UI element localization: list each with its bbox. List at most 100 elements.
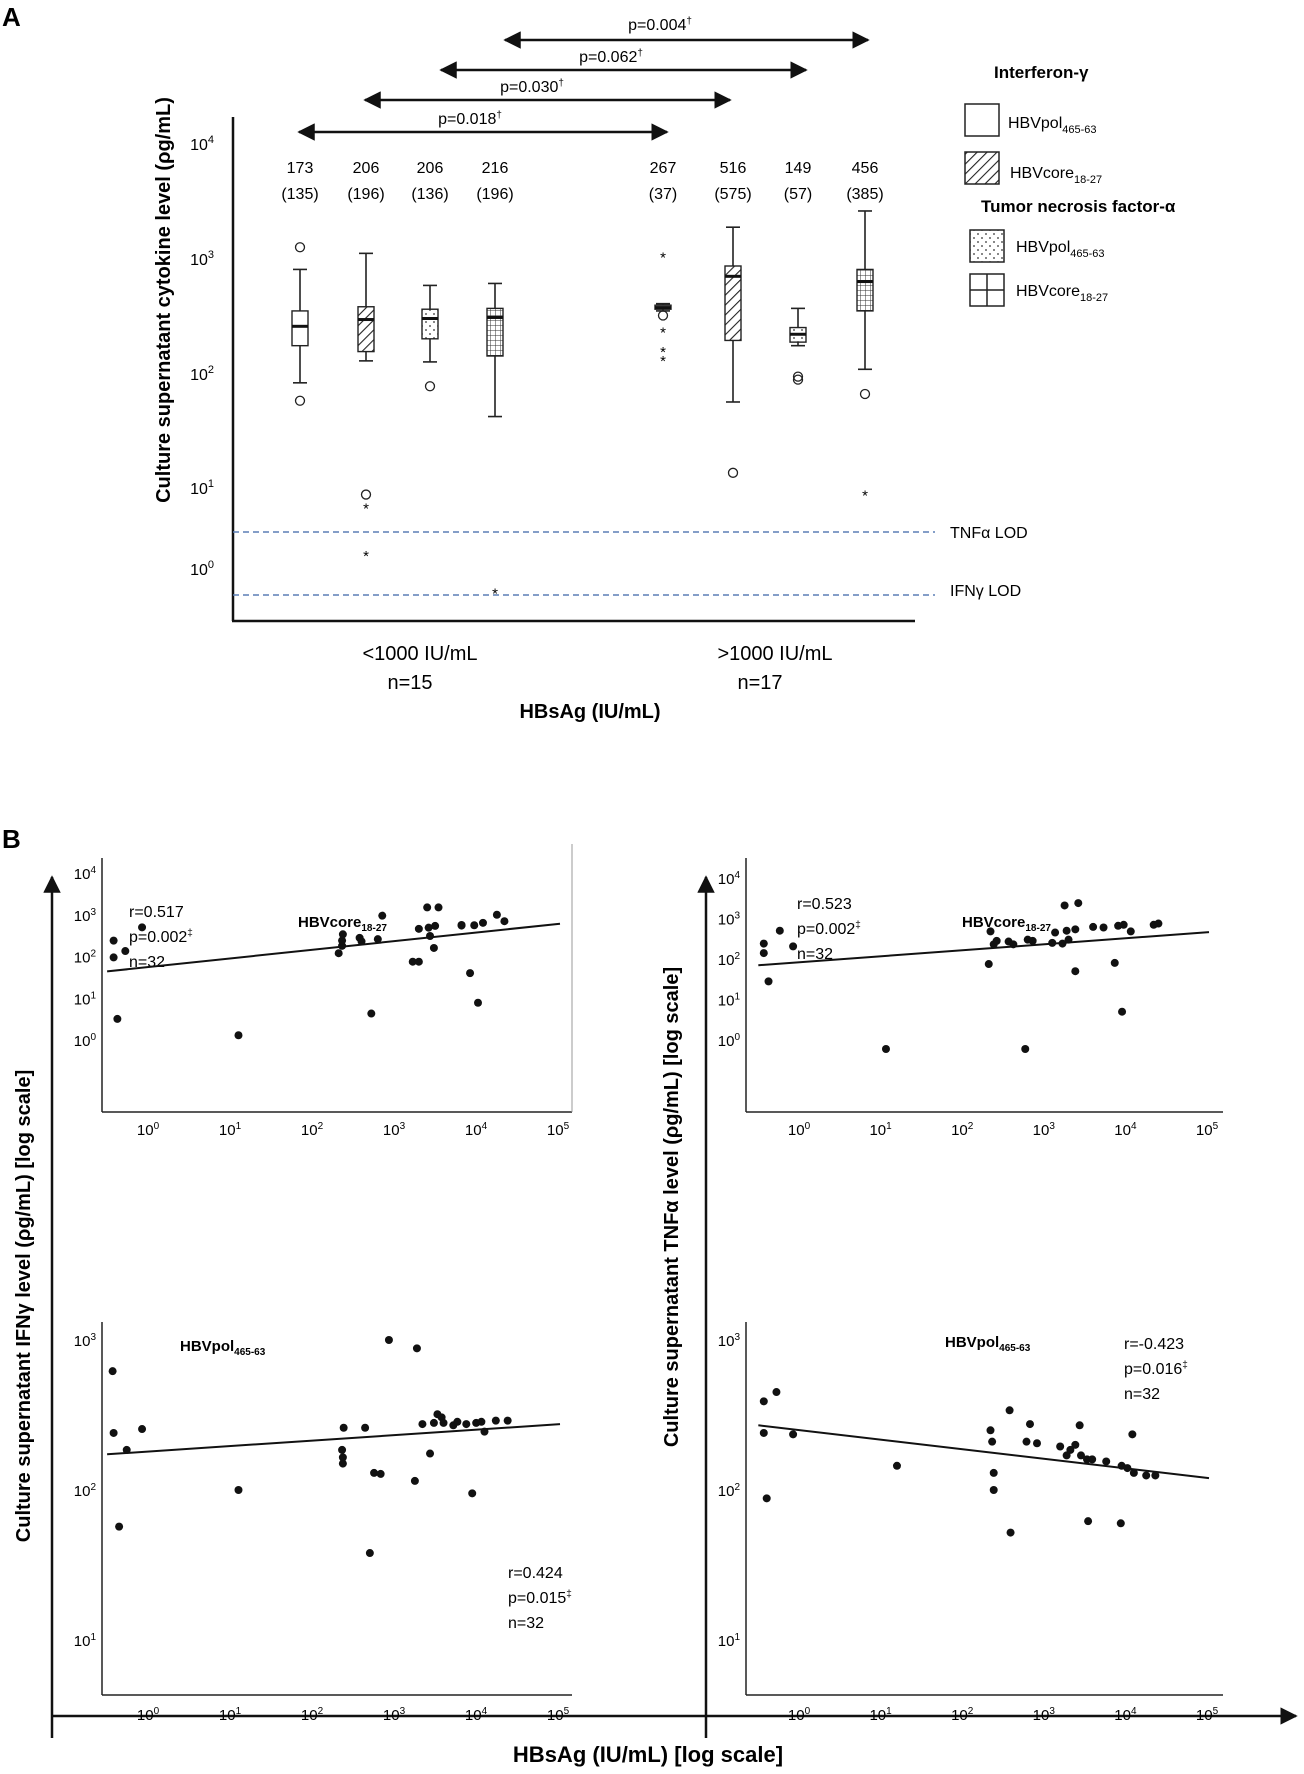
scatter-2-xtick-5: 105 — [547, 1706, 570, 1724]
scatter-0-point-5 — [234, 1031, 243, 1040]
sp3-title: HBVpol465-63 — [945, 1334, 1031, 1354]
scatter-2-point-7 — [338, 1453, 347, 1462]
sp0-stat-r: r=0.517 — [129, 904, 184, 921]
scatter-3-point-8 — [989, 1468, 998, 1477]
scatter-2-point-26 — [468, 1489, 477, 1498]
scatter-1-point-15 — [1048, 938, 1057, 947]
scatter-0-point-25 — [457, 921, 466, 930]
scatter-0-point-17 — [414, 957, 423, 966]
scatter-2-point-10 — [361, 1423, 370, 1432]
scatter-1-point-21 — [1071, 967, 1080, 976]
scatter-2-point-11 — [365, 1549, 374, 1558]
scatter-2-ytick-2: 102 — [74, 1482, 97, 1500]
scatter-1-trendline — [758, 931, 1210, 967]
scatter-1-point-14 — [1028, 936, 1037, 945]
scatter-0-xtick-4: 104 — [465, 1121, 488, 1139]
scatter-2-point-16 — [412, 1344, 421, 1353]
box-1-outlier-0 — [360, 489, 372, 500]
scatter-3-xtick-3: 103 — [1033, 1706, 1056, 1724]
group-n-high: n=17 — [737, 672, 782, 694]
legend-swatch-plain — [964, 103, 1000, 137]
box-6-label-top: 149 — [785, 160, 812, 177]
scatter-3: 101 102 103 100 101 102 103 104 105 — [718, 1322, 1223, 1724]
scatter-3-xtick-5: 105 — [1196, 1706, 1219, 1724]
scatter-2-point-19 — [429, 1418, 438, 1427]
scatter-0-ytick-3: 103 — [74, 907, 97, 925]
box-0-outlier-0 — [294, 242, 306, 253]
panel-a-tick-1e2: 102 — [190, 364, 214, 384]
panel-a-y-ticks: 104 103 102 101 100 — [190, 134, 214, 579]
sp1-stat-p: p=0.002‡ — [797, 920, 861, 938]
box-4-outlier-1 — [657, 310, 669, 321]
scatter-1-point-1 — [759, 949, 768, 958]
scatter-3-point-15 — [1056, 1442, 1065, 1451]
sp1-stat-r: r=0.523 — [797, 896, 852, 913]
scatter-3-point-11 — [1006, 1528, 1015, 1537]
box-7-body — [856, 268, 874, 312]
scatter-2-point-13 — [376, 1469, 385, 1478]
panel-label-b: B — [2, 824, 21, 854]
sp0-stats: r=0.517 p=0.002‡ n=32 — [129, 904, 193, 971]
scatter-0-ytick-1: 101 — [74, 990, 97, 1008]
panel-b-left-y-label: Culture supernatant IFNγ level (ρg/mL) [… — [13, 1070, 35, 1542]
scatter-3-point-0 — [759, 1397, 768, 1406]
scatter-2-point-14 — [384, 1336, 393, 1344]
box-0-body — [291, 310, 309, 347]
scatter-2-point-31 — [503, 1416, 512, 1425]
box-2-body — [421, 308, 439, 340]
legend-swatch-hatch — [964, 151, 1000, 185]
bracket-label-2: p=0.030† — [500, 78, 564, 96]
scatter-2-point-6 — [338, 1445, 347, 1454]
panel-label-a: A — [2, 2, 21, 32]
scatter-0-point-6 — [334, 949, 343, 958]
scatter-3-ytick-1: 101 — [718, 1632, 741, 1650]
box-5-label-bottom: (575) — [714, 186, 751, 203]
scatter-2-point-5 — [234, 1486, 243, 1494]
legend-label-tnf-core: HBVcore18-27 — [1016, 283, 1108, 304]
box-1-label-bottom: (196) — [347, 186, 384, 203]
scatter-0-point-21 — [429, 943, 438, 952]
box-4-extreme-3: * — [660, 344, 666, 361]
scatter-1-xtick-5: 105 — [1196, 1121, 1219, 1139]
scatter-2: 101 102 103 100 101 102 103 104 105 — [74, 1322, 572, 1724]
scatter-0-point-2 — [113, 1014, 122, 1023]
sp1-title: HBVcore18-27 — [962, 914, 1051, 934]
scatter-2-point-4 — [138, 1425, 147, 1434]
scatter-1-xtick-3: 103 — [1033, 1121, 1056, 1139]
scatter-0-point-4 — [138, 923, 147, 932]
scatter-1-xtick-1: 101 — [869, 1121, 892, 1139]
scatter-1-point-11 — [1009, 940, 1018, 949]
scatter-3-point-23 — [1088, 1455, 1097, 1464]
scatter-0-trendline — [107, 922, 561, 973]
scatter-1-point-30 — [1126, 927, 1135, 936]
scatter-2-point-28 — [477, 1417, 486, 1426]
scatter-1-point-32 — [1154, 919, 1163, 928]
comparison-brackets: p=0.004† p=0.062† p=0.030† p=0.018† — [297, 16, 870, 141]
scatter-0-point-12 — [367, 1009, 376, 1018]
scatter-0-point-23 — [434, 903, 443, 912]
scatter-3-point-22 — [1084, 1517, 1093, 1526]
box-6-outlier-1 — [792, 374, 804, 385]
scatter-3-point-1 — [759, 1428, 768, 1437]
panel-a-boxplots: 173(135)**206(196)206(136)*216(196)****2… — [281, 160, 883, 603]
box-7-label-bottom: (385) — [846, 186, 883, 203]
box-5-outlier-0 — [727, 467, 739, 478]
scatter-2-trendline — [107, 1423, 561, 1456]
scatter-3-point-31 — [1151, 1471, 1160, 1480]
ifn-lod-label: IFNγ LOD — [950, 583, 1021, 600]
scatter-1-point-29 — [1119, 920, 1128, 929]
scatter-3-point-27 — [1123, 1464, 1132, 1473]
sp2-stat-r: r=0.424 — [508, 1565, 563, 1582]
box-3-extreme-0: * — [492, 586, 498, 603]
box-4: ****267(37) — [649, 160, 677, 370]
scatter-2-point-1 — [109, 1428, 118, 1437]
scatter-1-ytick-4: 104 — [718, 870, 741, 888]
scatter-2-point-9 — [339, 1423, 348, 1432]
legend-title-tnf: Tumor necrosis factor-α — [981, 197, 1176, 216]
scatter-1-point-23 — [1074, 899, 1083, 908]
box-3-body — [486, 307, 504, 357]
box-7-label-top: 456 — [852, 160, 879, 177]
scatter-0-xtick-5: 105 — [547, 1121, 570, 1139]
scatter-3-point-20 — [1076, 1451, 1085, 1460]
